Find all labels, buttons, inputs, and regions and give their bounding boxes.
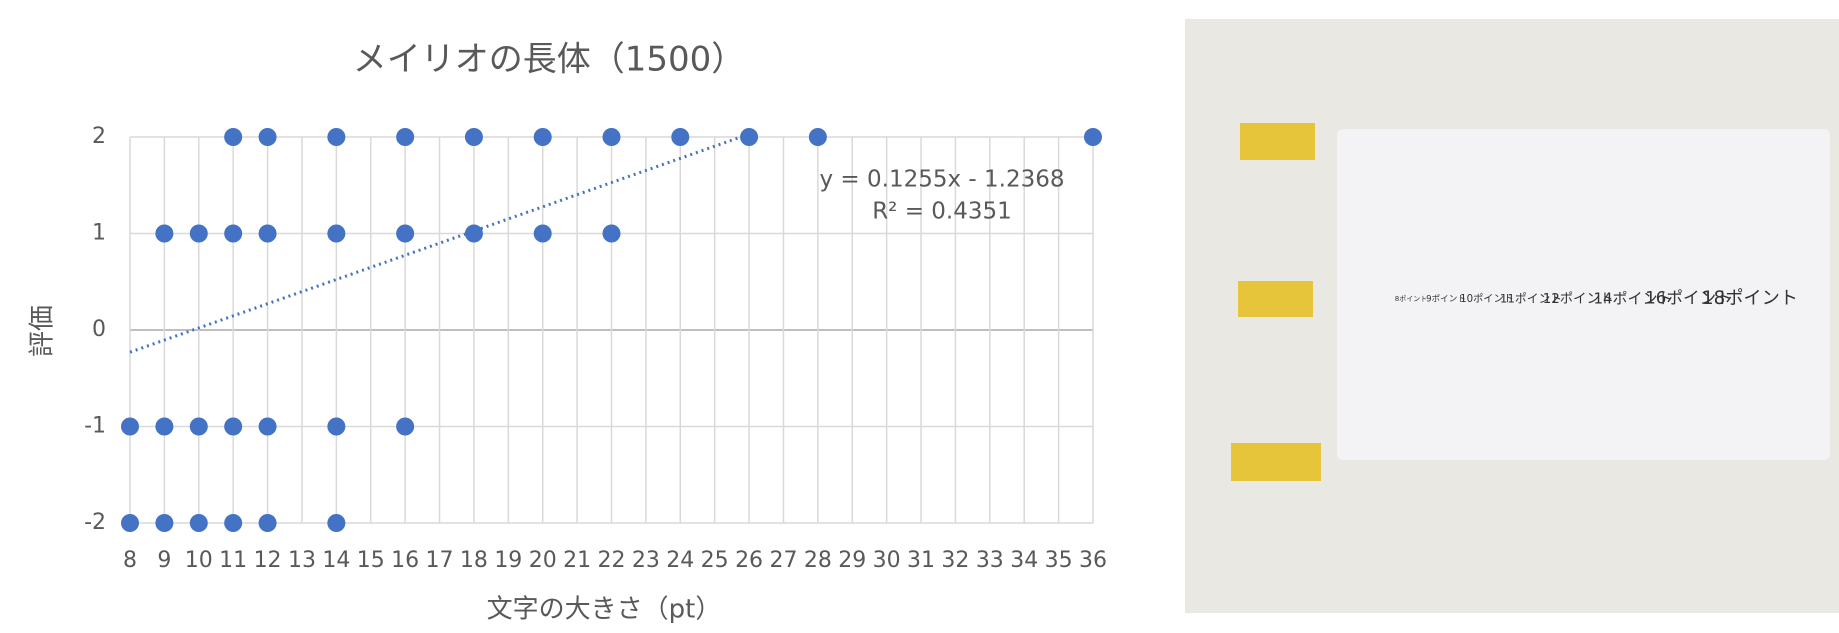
- x-tick-label: 36: [1079, 548, 1107, 573]
- data-point: [189, 417, 208, 436]
- x-tick-label: 35: [1045, 548, 1073, 573]
- photo: [1185, 19, 1839, 613]
- x-tick-label: 33: [976, 548, 1004, 573]
- y-tick-label: 2: [92, 124, 106, 149]
- x-tick-label: 10: [185, 548, 213, 573]
- paper-card: [1337, 129, 1830, 460]
- tape: [1238, 281, 1313, 317]
- data-point: [602, 128, 621, 146]
- x-tick-label: 9: [157, 548, 171, 573]
- trendline-equation: y = 0.1255x - 1.2368: [820, 167, 1065, 193]
- photo-text: 8ポイント: [1395, 295, 1427, 303]
- data-point: [258, 224, 277, 243]
- data-point: [740, 128, 759, 146]
- x-tick-label: 21: [563, 548, 591, 573]
- x-tick-label: 19: [494, 548, 522, 573]
- x-tick-label: 8: [123, 548, 137, 573]
- data-point: [258, 128, 277, 146]
- photo-text: 9ポイント: [1426, 294, 1466, 305]
- data-point: [224, 128, 243, 146]
- x-tick-label: 29: [838, 548, 866, 573]
- y-tick-label: 0: [92, 317, 106, 342]
- x-tick-label: 16: [391, 548, 419, 573]
- tape: [1240, 123, 1315, 160]
- y-tick-label: 1: [92, 221, 106, 246]
- data-point: [464, 224, 483, 243]
- x-tick-label: 27: [769, 548, 797, 573]
- x-axis-title: 文字の大きさ（pt）: [487, 595, 722, 625]
- x-tick-label: 31: [907, 548, 935, 573]
- data-point: [155, 514, 174, 532]
- chart-title: メイリオの長体（1500）: [353, 40, 746, 80]
- x-tick-label: 25: [701, 548, 729, 573]
- data-point: [189, 224, 208, 243]
- data-point: [155, 417, 174, 436]
- x-tick-label: 32: [941, 548, 969, 573]
- x-tick-label: 17: [426, 548, 454, 573]
- x-tick-label: 34: [1010, 548, 1038, 573]
- x-tick-label: 13: [288, 548, 316, 573]
- photo-text: 18ポイント: [1702, 288, 1798, 309]
- data-point: [327, 514, 346, 532]
- x-tick-label: 15: [357, 548, 385, 573]
- data-point: [121, 417, 139, 436]
- y-tick-label: -1: [84, 414, 106, 439]
- x-tick-label: 20: [529, 548, 557, 573]
- data-point: [121, 514, 139, 532]
- data-point: [464, 128, 483, 146]
- data-point: [258, 417, 277, 436]
- trendline-r2: R² = 0.4351: [872, 199, 1012, 225]
- data-point: [224, 417, 243, 436]
- data-point: [808, 128, 827, 146]
- y-tick-label: -2: [84, 510, 106, 535]
- data-point: [327, 417, 346, 436]
- x-tick-label: 24: [666, 548, 694, 573]
- data-point: [533, 128, 552, 146]
- data-point: [396, 224, 415, 243]
- photo-text: 12ポイント: [1543, 291, 1614, 307]
- data-point: [602, 224, 621, 243]
- data-point: [224, 514, 243, 532]
- photo-text: 16ポイント: [1645, 289, 1733, 308]
- data-point: [258, 514, 277, 532]
- x-tick-label: 14: [322, 548, 350, 573]
- data-point: [1084, 128, 1102, 146]
- data-point: [327, 128, 346, 146]
- trendline: [129, 132, 750, 354]
- data-point: [189, 514, 208, 532]
- y-axis-title: 評価: [28, 305, 58, 357]
- x-tick-label: 11: [219, 548, 247, 573]
- x-tick-label: 28: [804, 548, 832, 573]
- x-tick-label: 30: [873, 548, 901, 573]
- photo-text: 11ポイント: [1500, 292, 1562, 306]
- data-point: [671, 128, 690, 146]
- x-tick-label: 26: [735, 548, 763, 573]
- x-tick-label: 12: [254, 548, 282, 573]
- x-tick-label: 18: [460, 548, 488, 573]
- tape: [1231, 443, 1321, 481]
- data-point: [155, 224, 174, 243]
- photo-text: 14ポイント: [1593, 290, 1672, 308]
- data-point: [327, 224, 346, 243]
- x-tick-label: 23: [632, 548, 660, 573]
- data-point: [396, 417, 415, 436]
- data-point: [224, 224, 243, 243]
- data-point: [396, 128, 415, 146]
- photo-text: 10ポイント: [1460, 293, 1514, 305]
- x-tick-label: 22: [598, 548, 626, 573]
- data-point: [533, 224, 552, 243]
